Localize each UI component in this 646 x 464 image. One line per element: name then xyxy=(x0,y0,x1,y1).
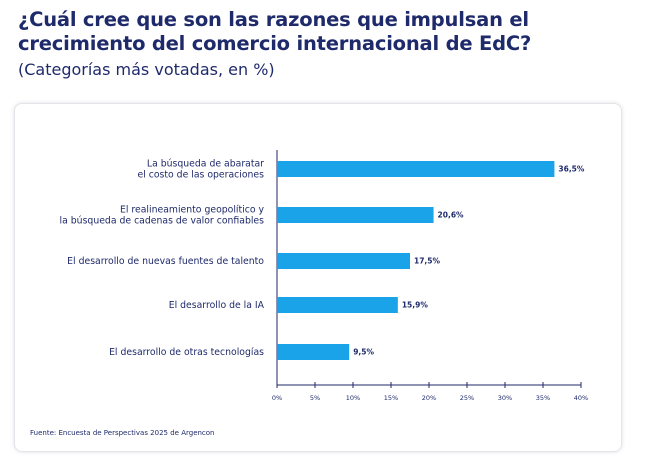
category-label-4-0: El desarrollo de otras tecnologías xyxy=(109,347,264,358)
bar-4 xyxy=(277,344,350,360)
page-title: ¿Cuál cree que son las razones que impul… xyxy=(18,8,532,55)
category-label-1-0: El realineamiento geopolítico y xyxy=(120,205,265,216)
category-label-3-0: El desarrollo de la IA xyxy=(169,300,265,311)
category-label-0-1: el costo de las operaciones xyxy=(137,170,264,181)
category-label-0-0: La búsqueda de abaratar xyxy=(147,159,264,170)
bar-3 xyxy=(277,297,398,313)
bar-0 xyxy=(277,161,555,177)
x-tick-label-4: 20% xyxy=(422,394,436,402)
category-label-1-1: la búsqueda de cadenas de valor confiabl… xyxy=(60,216,265,227)
x-tick-label-1: 5% xyxy=(310,394,320,402)
bar-2 xyxy=(277,253,410,269)
bar-1 xyxy=(277,207,434,223)
value-label-3: 15,9% xyxy=(402,301,429,310)
page-subtitle: (Categorías más votadas, en %) xyxy=(18,60,275,79)
x-tick-label-7: 35% xyxy=(536,394,550,402)
value-label-1: 20,6% xyxy=(438,211,465,220)
x-tick-label-3: 15% xyxy=(384,394,398,402)
value-label-4: 9,5% xyxy=(353,348,374,357)
category-label-2-0: El desarrollo de nuevas fuentes de talen… xyxy=(67,256,264,267)
source-note: Fuente: Encuesta de Perspectivas 2025 de… xyxy=(30,429,215,437)
x-tick-label-0: 0% xyxy=(272,394,282,402)
x-tick-label-2: 10% xyxy=(346,394,360,402)
x-tick-label-8: 40% xyxy=(574,394,588,402)
value-label-0: 36,5% xyxy=(558,165,585,174)
x-tick-label-5: 25% xyxy=(460,394,474,402)
x-tick-label-6: 30% xyxy=(498,394,512,402)
value-label-2: 17,5% xyxy=(414,257,441,266)
